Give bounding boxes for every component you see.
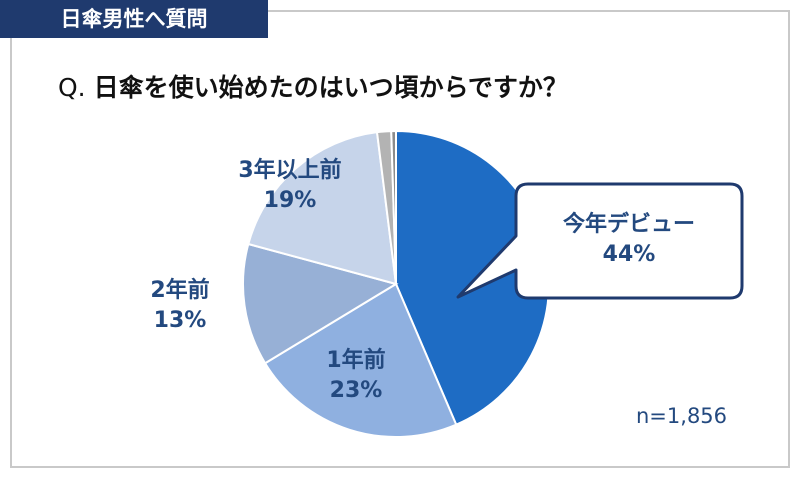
slice-name-3-plus-years: 3年以上前	[238, 158, 342, 183]
slice-name-1-year: 1年前	[326, 348, 386, 373]
slice-value-3-plus-years: 19%	[263, 188, 317, 213]
slice-label-3-plus-years: 3年以上前 19%	[220, 156, 360, 216]
slice-value-1-year: 23%	[329, 378, 383, 403]
pie-slices	[242, 129, 550, 438]
question-text: 日傘を使い始めたのはいつ頃からですか？	[93, 73, 568, 102]
slice-value-2-years: 13%	[153, 308, 207, 333]
slice-name-2-years: 2年前	[150, 278, 210, 303]
question-title: Q. 日傘を使い始めたのはいつ頃からですか？	[58, 68, 568, 104]
slice-label-2-years: 2年前 13%	[120, 276, 240, 336]
slice-label-1-year: 1年前 23%	[296, 346, 416, 406]
slice-label-this-year: 今年デビュー 44%	[529, 210, 729, 270]
slice-value-this-year: 44%	[602, 242, 656, 267]
pie-slice-1	[263, 282, 458, 438]
sample-size: n=1,856	[636, 404, 728, 428]
pie-slice-3	[247, 131, 398, 286]
header-tag: 日傘男性へ質問	[0, 0, 268, 38]
pie-slice-5	[390, 129, 397, 285]
question-prefix: Q.	[58, 73, 86, 102]
callout-bubble	[456, 182, 744, 300]
slice-name-this-year: 今年デビュー	[562, 212, 695, 237]
